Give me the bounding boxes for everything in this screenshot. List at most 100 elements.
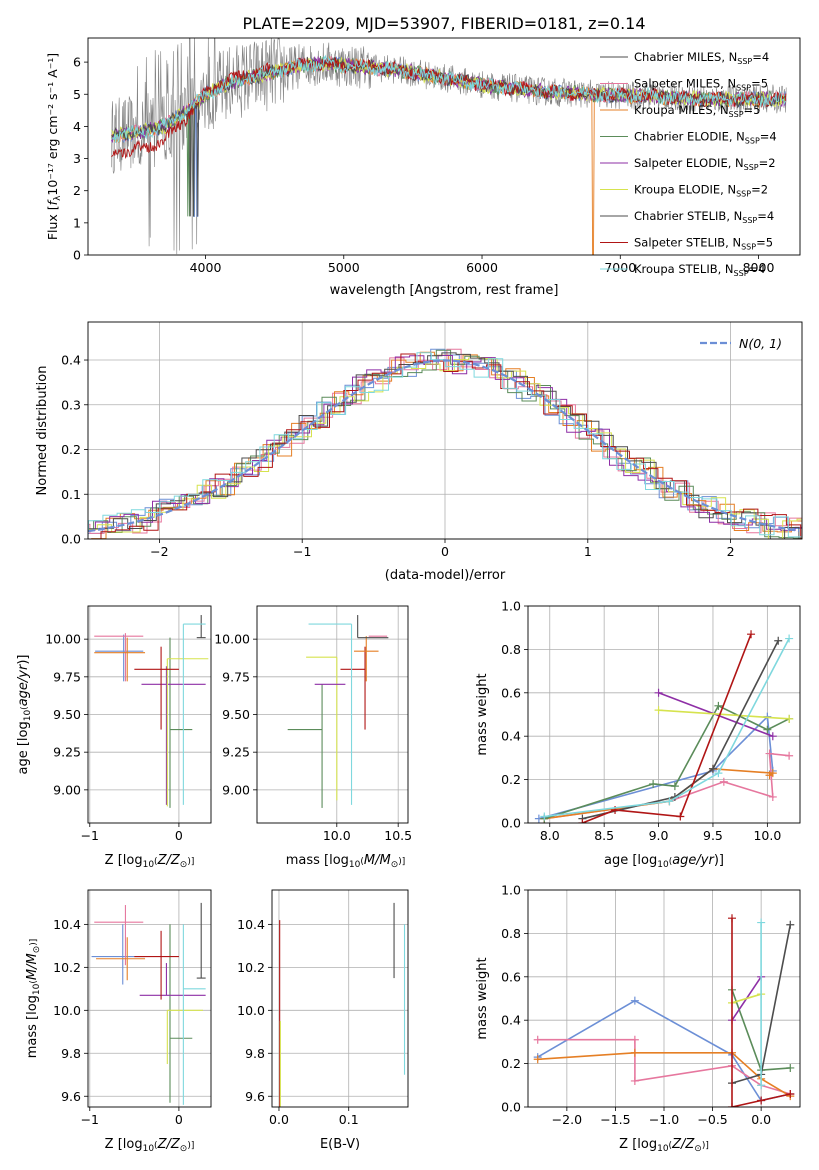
age_vs_mass-point-kroupa_stelib xyxy=(308,623,353,805)
massweight_vs_Z-marker xyxy=(533,1035,542,1044)
mass_vs_ebv-xtick-label: 0.0 xyxy=(269,1112,289,1127)
massweight_vs_Z-marker xyxy=(757,918,766,927)
massweight_vs_Z-frame xyxy=(527,889,801,1108)
age_vs_Z-xlabel: Z [log10(Z/Z⊙)] xyxy=(105,853,195,870)
residuals-legend: N(0, 1) xyxy=(700,336,782,351)
age_vs_Z-point-salpeter_elodie xyxy=(141,666,206,805)
age_vs_Z-xtick-label: −1 xyxy=(81,828,99,843)
residuals-xtick-label: 1 xyxy=(584,544,592,559)
legend-entry: Chabrier MILES, NSSP=4 xyxy=(634,50,769,66)
legend-entry: N(0, 1) xyxy=(739,336,782,351)
spectrum-axes: 4000 5000 6000 7000 8000 0 1 2 3 4 5 6 xyxy=(73,55,774,275)
spectrum-ytick-label: 2 xyxy=(73,183,81,198)
residuals-ytick-label: 0.1 xyxy=(61,487,81,502)
massweight_vs_age-marker xyxy=(763,725,772,734)
massweight_vs_Z-marker xyxy=(728,1103,736,1107)
massweight_vs_age-series-chabrier_elodie xyxy=(544,704,790,820)
mass_vs_Z-ytick-label: 9.6 xyxy=(61,1089,81,1104)
spectrum-ytick-label: 4 xyxy=(73,119,81,134)
age_vs_mass-point-kroupa_miles xyxy=(353,636,379,682)
mass_vs_Z-point-kroupa_elodie xyxy=(166,1009,203,1065)
spectrum-xtick-label: 7000 xyxy=(604,260,636,275)
massweight_vs_age-series-chabrier_miles xyxy=(538,714,774,820)
spectrum-xtick-label: 6000 xyxy=(466,260,498,275)
spectrum-xtick-label: 8000 xyxy=(743,260,775,275)
mass_vs_ebv-ytick-label: 9.8 xyxy=(245,1046,265,1061)
massweight_vs_age-xtick-label: 9.5 xyxy=(703,828,723,843)
massweight_vs_Z-axes: −2.0 −1.5 −1.0 −0.5 0.0 0.0 0.2 0.4 0.6 0.8 1.0 xyxy=(501,883,800,1127)
mass_vs_Z-point-chabrier_stelib xyxy=(196,902,206,979)
legend-entry: Salpeter MILES, NSSP=5 xyxy=(634,77,768,93)
massweight_vs_Z-marker xyxy=(630,1035,639,1044)
massweight_vs_age-marker xyxy=(676,812,685,821)
spectrum-model-kroupa_stelib xyxy=(111,54,787,143)
massweight_vs_age-marker xyxy=(785,634,794,643)
massweight_vs_age-marker xyxy=(654,688,663,697)
age_vs_mass-xlabel: mass [log10(M/M⊙)] xyxy=(286,853,406,870)
residuals-ytick-label: 0.0 xyxy=(61,532,81,547)
residuals-ytick-label: 0.2 xyxy=(61,442,81,457)
mass_vs_Z-ytick-label: 10.4 xyxy=(53,917,81,932)
massweight_vs_age-xtick-label: 8.5 xyxy=(594,828,614,843)
residuals-ytick-label: 0.3 xyxy=(61,397,81,412)
mass_vs_Z-ylabel: mass [log10(M/M⊙)] xyxy=(25,939,42,1059)
mass_vs_ebv-ytick-label: 10.4 xyxy=(237,917,265,932)
mass_vs_ebv-axes: 0.0 0.1 9.6 9.8 10.0 10.2 10.4 xyxy=(237,890,408,1127)
massweight_vs_age-marker xyxy=(578,819,587,823)
massweight_vs_age-marker xyxy=(774,636,783,645)
massweight_vs_Z-marker xyxy=(630,1048,639,1057)
residual-hist-chabrier_stelib xyxy=(88,352,802,539)
age_vs_Z-xtick-label: 0 xyxy=(175,828,183,843)
legend-entry: Kroupa MILES, NSSP=5 xyxy=(634,103,760,119)
massweight_vs_Z-ylabel: mass weight xyxy=(475,957,490,1039)
massweight_vs_Z-xtick-label: −1.5 xyxy=(600,1112,630,1127)
massweight_vs_age-ytick-label: 1.0 xyxy=(501,599,521,614)
massweight_vs_age-frame xyxy=(527,605,801,824)
age_vs_Z-ytick-label: 9.25 xyxy=(53,745,81,760)
mass_vs_ebv-plot xyxy=(279,902,406,1107)
residual-hist-kroupa_elodie xyxy=(88,357,802,539)
mass_vs_ebv-xtick-label: 0.1 xyxy=(339,1112,359,1127)
massweight_vs_age-ytick-label: 0.0 xyxy=(501,816,521,831)
spectrum-ylabel: Flux [fλ10⁻¹⁷ erg cm⁻² s⁻¹ A⁻¹] xyxy=(45,53,63,240)
massweight_vs_age-marker xyxy=(665,797,674,806)
massweight_vs_Z-ytick-label: 0.6 xyxy=(501,969,521,984)
legend-entry: Chabrier ELODIE, NSSP=4 xyxy=(634,130,777,146)
massweight_vs_age-xlabel: age [log10(age/yr)] xyxy=(604,853,724,870)
age_vs_mass-ytick-label: 9.50 xyxy=(222,707,250,722)
massweight_vs_age-series-kroupa_elodie xyxy=(658,709,790,720)
residuals-ylabel: Normed distribution xyxy=(35,366,50,496)
age_vs_mass-ytick-label: 9.25 xyxy=(222,745,250,760)
age_vs_mass-ytick-label: 10.00 xyxy=(214,632,250,647)
age_vs_Z-point-chabrier_miles xyxy=(95,634,144,682)
massweight_vs_age-marker xyxy=(708,764,717,773)
massweight_vs_Z-marker xyxy=(728,914,736,923)
residuals-xtick-label: −1 xyxy=(293,544,311,559)
residuals-xtick-label: −2 xyxy=(150,544,168,559)
age_vs_mass-xtick-label: 10.5 xyxy=(384,828,412,843)
massweight_vs_Z-marker xyxy=(786,920,795,929)
figure-title: PLATE=2209, MJD=53907, FIBERID=0181, z=0… xyxy=(242,14,645,33)
massweight_vs_Z-xtick-label: −2.0 xyxy=(552,1112,582,1127)
mass_vs_Z-point-chabrier_elodie xyxy=(169,924,193,1103)
age_vs_Z-plot xyxy=(94,615,209,808)
massweight_vs_age-marker xyxy=(785,714,794,723)
mass_vs_Z-ytick-label: 10.0 xyxy=(53,1003,81,1018)
residuals-xtick-label: 2 xyxy=(727,544,735,559)
mass_vs_Z-ytick-label: 10.2 xyxy=(53,960,81,975)
gaussian-curve xyxy=(88,359,800,533)
spectrum-data-line xyxy=(111,38,787,255)
spectrum-ytick-label: 0 xyxy=(73,248,81,263)
massweight_vs_Z-series-kroupa_elodie xyxy=(731,993,762,1004)
mass_vs_ebv-xlabel: E(B-V) xyxy=(320,1137,360,1152)
age_vs_Z-ytick-label: 9.50 xyxy=(53,707,81,722)
massweight_vs_Z-series-salpeter_miles xyxy=(537,1038,791,1095)
massweight_vs_Z-marker xyxy=(630,1076,639,1085)
massweight_vs_Z-marker xyxy=(786,1063,795,1072)
massweight_vs_Z-marker xyxy=(533,1055,542,1064)
massweight_vs_Z-series-salpeter_stelib xyxy=(731,918,791,1107)
spectrum-plot xyxy=(111,38,787,255)
massweight_vs_age-series-kroupa_stelib xyxy=(544,638,790,818)
mass_vs_Z-point-salpeter_elodie xyxy=(139,963,206,996)
